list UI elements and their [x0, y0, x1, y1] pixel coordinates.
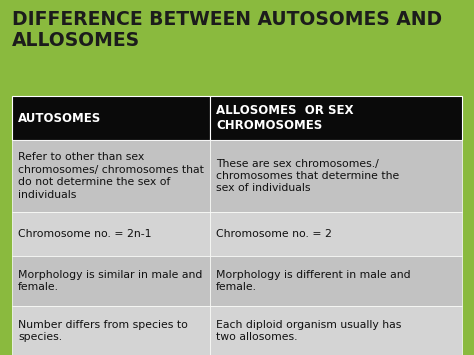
Text: DIFFERENCE BETWEEN AUTOSOMES AND: DIFFERENCE BETWEEN AUTOSOMES AND — [12, 10, 442, 29]
Bar — [210, 306, 462, 355]
Text: Chromosome no. = 2: Chromosome no. = 2 — [216, 229, 332, 239]
Text: Each diploid organism usually has
two allosomes.: Each diploid organism usually has two al… — [216, 320, 401, 342]
Bar — [210, 256, 462, 306]
Bar — [210, 96, 462, 140]
Text: Chromosome no. = 2n-1: Chromosome no. = 2n-1 — [18, 229, 152, 239]
Text: ALLOSOMES: ALLOSOMES — [12, 31, 140, 50]
Text: Morphology is different in male and
female.: Morphology is different in male and fema… — [216, 270, 410, 292]
Bar — [210, 140, 462, 212]
Bar — [12, 140, 210, 212]
Bar — [12, 256, 210, 306]
Text: Morphology is similar in male and
female.: Morphology is similar in male and female… — [18, 270, 202, 292]
Text: These are sex chromosomes./
chromosomes that determine the
sex of individuals: These are sex chromosomes./ chromosomes … — [216, 159, 399, 193]
Bar — [210, 212, 462, 256]
Text: AUTOSOMES: AUTOSOMES — [18, 111, 101, 125]
Bar — [12, 96, 210, 140]
Text: Number differs from species to
species.: Number differs from species to species. — [18, 320, 188, 342]
Bar — [12, 306, 210, 355]
Text: Refer to other than sex
chromosomes/ chromosomes that
do not determine the sex o: Refer to other than sex chromosomes/ chr… — [18, 152, 204, 200]
Text: ALLOSOMES  OR SEX
CHROMOSOMES: ALLOSOMES OR SEX CHROMOSOMES — [216, 104, 354, 132]
Bar — [12, 212, 210, 256]
